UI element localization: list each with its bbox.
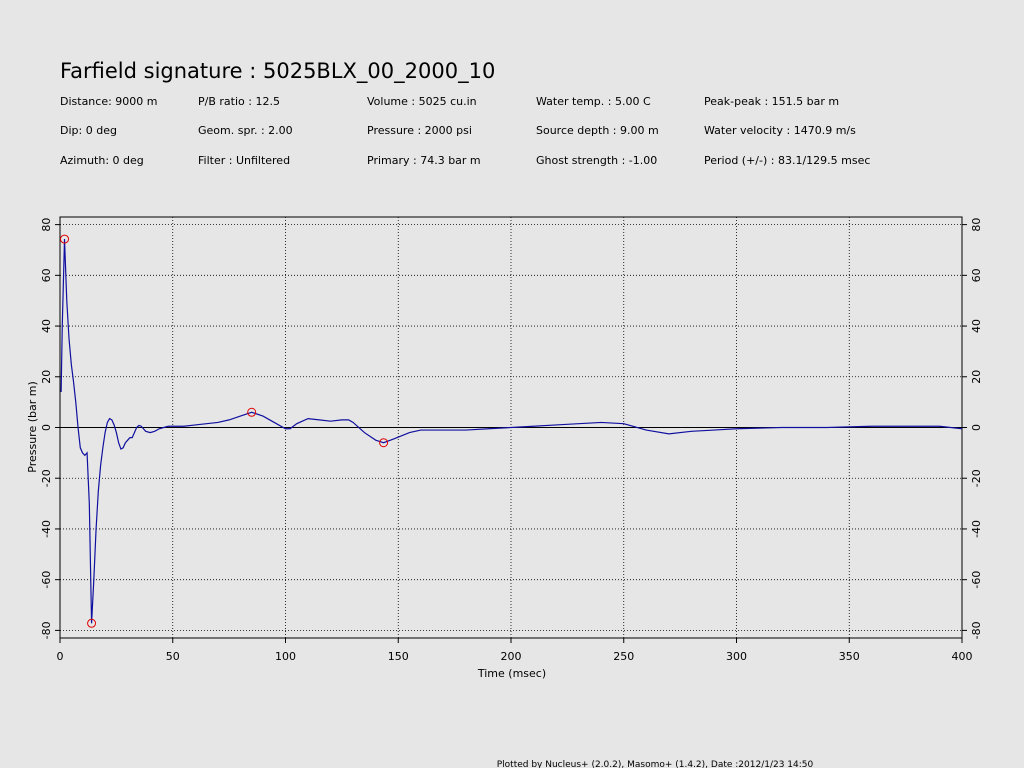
- info-field: Volume : 5025 cu.in: [367, 95, 477, 108]
- info-field: Water velocity : 1470.9 m/s: [704, 124, 856, 137]
- info-field: Filter : Unfiltered: [198, 154, 290, 167]
- info-field: Primary : 74.3 bar m: [367, 154, 481, 167]
- peak-marker: [379, 438, 389, 448]
- x-tick-label: 400: [952, 650, 973, 663]
- peak-marker: [87, 618, 97, 628]
- y-tick-label: -20: [40, 469, 53, 487]
- y2-tick-label: -80: [970, 621, 983, 639]
- y2-tick-label: 60: [970, 268, 983, 282]
- info-field: Geom. spr. : 2.00: [198, 124, 293, 137]
- info-field: Dip: 0 deg: [60, 124, 117, 137]
- y-tick-label: 20: [40, 370, 53, 384]
- x-tick-label: 100: [275, 650, 296, 663]
- info-field: Peak-peak : 151.5 bar m: [704, 95, 839, 108]
- y-tick-label: 60: [40, 268, 53, 282]
- info-field: Azimuth: 0 deg: [60, 154, 144, 167]
- y2-tick-label: -40: [970, 520, 983, 538]
- peak-marker: [247, 407, 257, 417]
- signature-line: [60, 239, 963, 624]
- x-axis-label: Time (msec): [477, 667, 546, 680]
- footnote: Plotted by Nucleus+ (2.0.2), Masomo+ (1.…: [497, 760, 814, 768]
- info-field: Pressure : 2000 psi: [367, 124, 472, 137]
- plot-frame: [59, 216, 963, 639]
- y-tick-label: 80: [40, 218, 53, 232]
- y-tick-label: -80: [40, 621, 53, 639]
- y-tick-label: -40: [40, 520, 53, 538]
- y2-tick-label: 80: [970, 218, 983, 232]
- x-tick-label: 200: [501, 650, 522, 663]
- y2-tick-label: 0: [970, 424, 983, 431]
- info-field: Source depth : 9.00 m: [536, 124, 659, 137]
- info-field: Distance: 9000 m: [60, 95, 158, 108]
- y-tick-label: -60: [40, 571, 53, 589]
- x-tick-label: 350: [839, 650, 860, 663]
- y2-tick-label: -20: [970, 469, 983, 487]
- y-tick-label: 40: [40, 319, 53, 333]
- x-tick-label: 300: [726, 650, 747, 663]
- y-tick-label: 0: [40, 424, 53, 431]
- x-tick-label: 50: [166, 650, 180, 663]
- info-field: P/B ratio : 12.5: [198, 95, 280, 108]
- info-field: Ghost strength : -1.00: [536, 154, 657, 167]
- info-field: Period (+/-) : 83.1/129.5 msec: [704, 154, 870, 167]
- y-axis-label: Pressure (bar m): [26, 381, 39, 473]
- y2-tick-label: 20: [970, 370, 983, 384]
- chart-title: Farfield signature : 5025BLX_00_2000_10: [60, 59, 495, 84]
- y2-tick-label: 40: [970, 319, 983, 333]
- peak-marker: [60, 234, 70, 244]
- info-field: Water temp. : 5.00 C: [536, 95, 651, 108]
- x-tick-label: 250: [613, 650, 634, 663]
- x-tick-label: 0: [57, 650, 64, 663]
- y2-tick-label: -60: [970, 571, 983, 589]
- x-tick-label: 150: [388, 650, 409, 663]
